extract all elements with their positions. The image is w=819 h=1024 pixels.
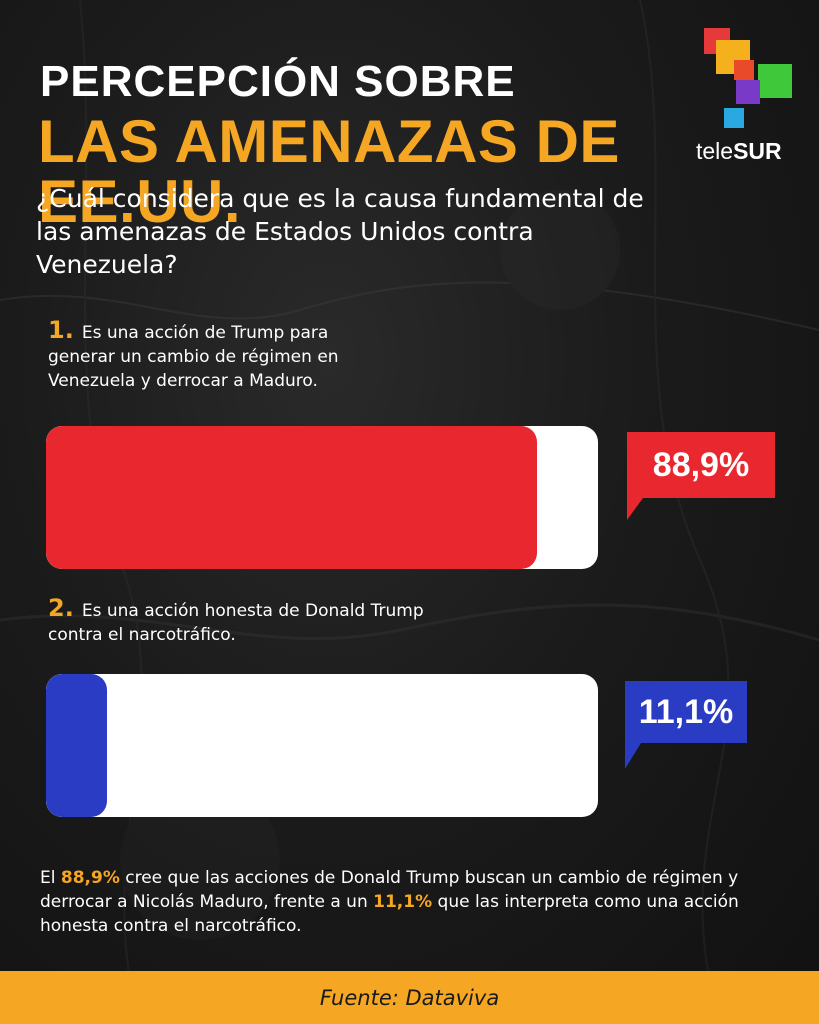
option-2-number: 2. [48,594,74,622]
bar-track-2 [46,674,598,817]
value-label-1: 88,9% [652,446,750,484]
source-footer: Fuente: Dataviva [0,971,819,1024]
option-1-text: Es una acción de Trump para generar un c… [48,323,339,391]
logo-square-small-orange [734,60,754,80]
value-label-box-2: 11,1% [625,681,747,769]
source-text: Fuente: Dataviva [319,985,500,1010]
option-2-text: Es una acción honesta de Donald Trump co… [48,601,424,645]
logo-wordmark: teleSUR [696,138,782,164]
value-label-bg-1 [627,432,775,520]
title-line-2: LAS AMENAZAS DE EE.UU. [38,108,620,235]
summary-value-1: 88,9% [60,868,120,888]
bar-fill-option-2 [46,674,107,817]
bar-fill-option-1 [46,426,537,569]
option-2-label: 2. Es una acción honesta de Donald Trump … [48,596,448,647]
option-1-label: 1. Es una acción de Trump para generar un… [48,318,378,393]
summary-text: El 88,9% cree que las acciones de Donald… [40,868,739,936]
option-1-number: 1. [48,316,74,344]
survey-question: ¿Cuál considera que es la causa fundamen… [36,184,644,279]
title-line-1: PERCEPCIÓN SOBRE [40,57,516,106]
logo-square-blue [724,108,744,128]
logo-square-green [758,64,792,98]
summary-value-2: 11,1% [373,892,433,912]
bar-track-1 [46,426,598,569]
logo-square-purple [736,80,760,104]
value-label-bg-2 [625,681,747,769]
telesur-logo: teleSUR [696,26,800,166]
value-label-2: 11,1% [638,693,734,731]
value-label-box-1: 88,9% [627,432,775,520]
